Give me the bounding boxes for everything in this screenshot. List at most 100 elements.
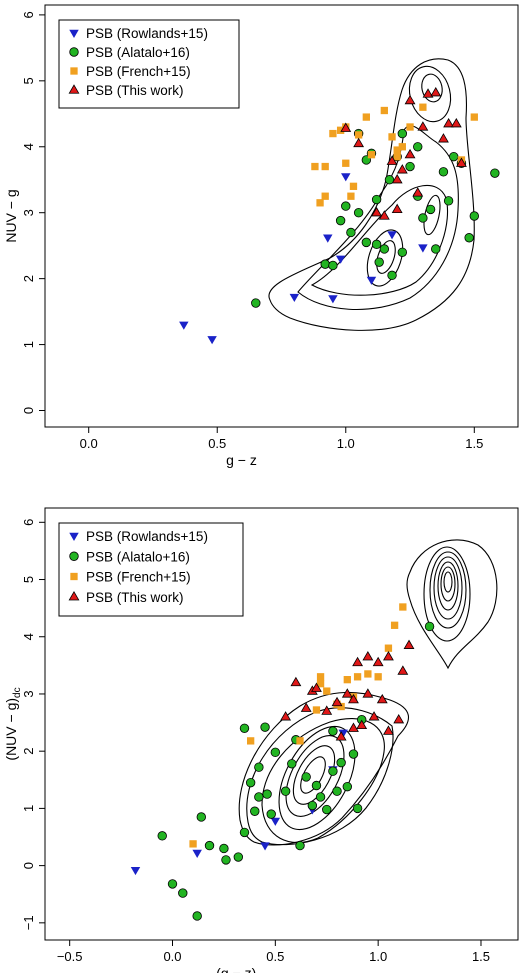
data-point [397, 247, 408, 257]
y-tick-label: 3 [21, 209, 36, 216]
y-tick-label: 5 [21, 576, 36, 583]
legend-label: PSB (French+15) [86, 570, 191, 585]
density-contours-top [268, 58, 475, 331]
data-point [352, 656, 364, 667]
x-tick-label: 0.0 [80, 436, 98, 451]
data-point [393, 713, 405, 724]
data-point [328, 726, 338, 736]
data-point [469, 211, 479, 221]
data-point [362, 688, 374, 698]
legend-marker [70, 67, 78, 75]
data-point [300, 702, 312, 712]
legend-label: PSB (Rowlands+15) [86, 26, 208, 41]
plot-frame-bottom [44, 507, 519, 941]
data-point [412, 187, 424, 197]
data-point [430, 86, 442, 97]
x-tick-label: 1.5 [472, 949, 490, 964]
data-point [219, 843, 229, 854]
y-tick-label: 1 [21, 805, 36, 812]
data-point [396, 164, 408, 174]
data-point [424, 621, 435, 632]
data-point [335, 255, 346, 264]
data-point [366, 276, 377, 285]
data-point [335, 731, 347, 741]
data-point [221, 855, 231, 865]
data-point [289, 293, 300, 303]
data-point [266, 809, 276, 819]
data-point [362, 651, 374, 661]
data-point [364, 670, 372, 678]
data-point [449, 151, 459, 162]
data-point [246, 737, 255, 745]
x-tick-label: −0.5 [57, 949, 83, 964]
data-point [383, 725, 394, 735]
data-point [315, 792, 326, 802]
data-point [393, 146, 401, 154]
legend-marker [69, 47, 79, 57]
data-point [362, 113, 370, 121]
data-point [239, 827, 250, 838]
y-tick-label: −1 [21, 915, 36, 930]
points-top [179, 86, 500, 345]
plot-frame-top [44, 4, 519, 428]
data-point [321, 705, 333, 715]
data-point [386, 155, 398, 165]
data-point [368, 711, 380, 721]
data-point [254, 762, 264, 772]
data-point [321, 192, 329, 200]
data-point [353, 673, 362, 681]
data-point [387, 231, 397, 240]
data-point [399, 603, 407, 611]
data-point [353, 137, 365, 148]
legend-label: PSB (This work) [86, 83, 184, 98]
data-point [419, 103, 427, 111]
data-point [348, 693, 359, 704]
data-point [336, 126, 345, 134]
data-point [239, 723, 250, 733]
data-point [406, 123, 414, 131]
axes-top: 0.0 0.5 1.0 1.5 0 1 2 3 4 5 6 g − z NUV − g [3, 11, 483, 468]
data-point [405, 161, 415, 172]
data-point [425, 204, 436, 215]
data-point [312, 706, 321, 714]
data-point [321, 162, 329, 171]
data-point [316, 680, 325, 688]
data-point [245, 777, 256, 788]
data-point [404, 94, 416, 105]
points-bottom [130, 603, 435, 921]
data-point [387, 270, 397, 281]
data-point [367, 151, 376, 159]
data-point [328, 766, 338, 776]
data-point [178, 888, 188, 898]
data-point [393, 153, 401, 161]
data-point [316, 673, 325, 681]
data-point [301, 772, 311, 782]
y-tick-label: 2 [21, 748, 36, 755]
data-point [207, 336, 217, 345]
data-point [204, 840, 215, 851]
data-point [371, 206, 383, 217]
x-tick-label: 0.5 [208, 436, 226, 451]
data-point [167, 879, 178, 889]
data-point [438, 167, 449, 177]
data-point [311, 780, 322, 791]
data-point [390, 621, 399, 629]
data-point [422, 88, 434, 98]
data-point [280, 711, 292, 721]
data-point [398, 143, 406, 151]
data-point [189, 840, 197, 848]
data-point [353, 208, 364, 218]
data-point [374, 673, 382, 681]
data-point [287, 759, 297, 769]
data-point [270, 747, 281, 758]
y-tick-label: 4 [21, 633, 36, 640]
x-axis-label: (g − z)dc [216, 965, 267, 973]
data-point [341, 688, 353, 698]
y-tick-label: 0 [21, 407, 36, 414]
data-point [328, 295, 338, 304]
data-point [250, 806, 260, 816]
data-point [443, 117, 455, 128]
legend-marker [68, 591, 80, 601]
data-point [130, 866, 141, 876]
x-tick-label: 1.0 [369, 949, 387, 964]
